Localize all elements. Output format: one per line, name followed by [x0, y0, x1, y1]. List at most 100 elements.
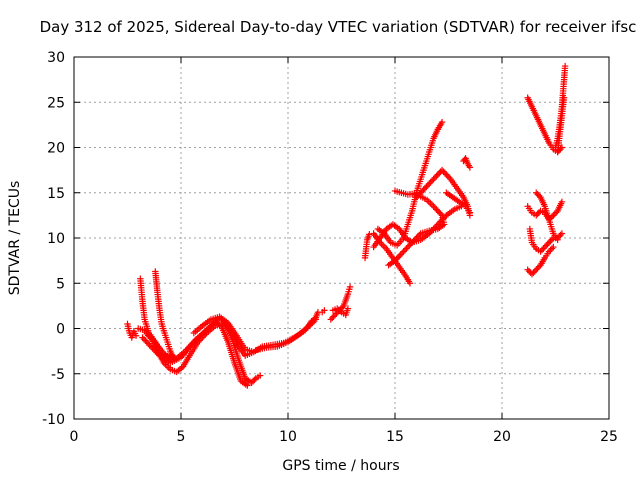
data-point: [380, 242, 387, 249]
data-point: [548, 236, 556, 243]
data-point: [413, 194, 420, 201]
data-point: [528, 271, 536, 278]
data-point: [366, 231, 373, 238]
data-point: [438, 118, 446, 126]
data-point: [560, 94, 568, 101]
data-point: [548, 245, 556, 252]
data-point: [535, 263, 543, 270]
data-point: [426, 180, 433, 187]
data-point: [431, 204, 439, 212]
data-point: [154, 350, 162, 358]
data-point: [413, 234, 420, 242]
y-tick-label: -10: [42, 412, 65, 428]
data-point: [408, 239, 416, 246]
data-point: [444, 172, 451, 180]
data-point: [248, 379, 255, 386]
data-point: [207, 322, 215, 329]
data-point: [144, 332, 152, 339]
data-point: [428, 201, 436, 208]
data-point: [398, 249, 406, 257]
y-tick-label: -5: [51, 367, 65, 383]
y-tick-label: 5: [56, 276, 65, 292]
data-point: [547, 237, 554, 245]
data-point: [385, 261, 392, 269]
data-point: [414, 233, 422, 240]
data-point: [346, 283, 354, 291]
data-point: [530, 269, 537, 276]
data-point: [557, 231, 564, 239]
data-point: [427, 199, 434, 207]
data-point: [407, 240, 414, 248]
data-point: [558, 230, 566, 237]
data-point: [533, 212, 540, 219]
data-point: [333, 310, 340, 317]
data-point: [420, 186, 427, 193]
y-tick-label: 30: [47, 50, 65, 66]
data-point: [418, 188, 426, 195]
data-point: [394, 254, 402, 261]
data-point: [533, 266, 540, 273]
data-point: [545, 248, 553, 255]
data-point: [410, 237, 417, 245]
data-point: [430, 175, 437, 183]
data-point: [537, 248, 544, 255]
data-point: [381, 244, 389, 251]
data-point: [400, 248, 407, 255]
data-point: [431, 174, 439, 181]
chart-title: Day 312 of 2025, Sidereal Day-to-day VTE…: [40, 18, 637, 36]
data-point: [466, 209, 474, 216]
data-point: [339, 304, 346, 311]
data-point: [555, 147, 563, 154]
data-point: [244, 382, 251, 389]
data-point: [416, 191, 423, 198]
x-tick-label: 5: [177, 429, 186, 445]
y-tick-label: 25: [47, 95, 65, 111]
data-point: [206, 324, 213, 331]
data-point: [406, 280, 414, 287]
data-point: [440, 168, 447, 175]
data-point: [446, 174, 453, 181]
x-tick-label: 25: [600, 429, 618, 445]
data-point: [535, 192, 543, 199]
data-point: [438, 166, 446, 174]
plot-frame: [73, 56, 610, 420]
data-point: [428, 177, 436, 184]
x-tick-label: 0: [70, 429, 79, 445]
data-point: [434, 171, 441, 178]
data-point: [251, 376, 258, 383]
data-point: [551, 210, 558, 218]
data-point: [548, 213, 556, 221]
y-tick-label: 10: [47, 231, 65, 247]
data-point: [555, 233, 563, 240]
data-point: [538, 246, 546, 254]
data-point: [534, 191, 541, 198]
data-point: [397, 251, 404, 258]
data-point: [417, 189, 424, 196]
data-point: [132, 332, 140, 339]
data-point: [411, 236, 419, 243]
data-point: [531, 267, 539, 275]
y-tick-label: 15: [47, 186, 65, 202]
data-point: [423, 183, 430, 190]
data-point: [204, 325, 212, 333]
data-point: [140, 335, 148, 343]
data-point: [544, 240, 551, 248]
data-point: [404, 243, 412, 251]
data-point: [344, 305, 352, 312]
data-point: [541, 243, 548, 251]
data-point: [150, 338, 158, 345]
data-point: [550, 243, 557, 251]
data-point: [534, 264, 541, 272]
data-point: [327, 316, 334, 323]
data-point: [433, 206, 440, 213]
data-point: [561, 62, 569, 70]
data-point: [550, 212, 557, 219]
data-point: [430, 203, 437, 210]
data-point: [144, 340, 152, 347]
data-point: [152, 347, 159, 355]
data-point: [153, 349, 160, 356]
data-point: [535, 209, 543, 216]
tick-labels: 0 5 10 15 20 25 -10 -5 0 5 10 15 20 25 30: [42, 50, 618, 445]
data-point: [437, 210, 444, 218]
